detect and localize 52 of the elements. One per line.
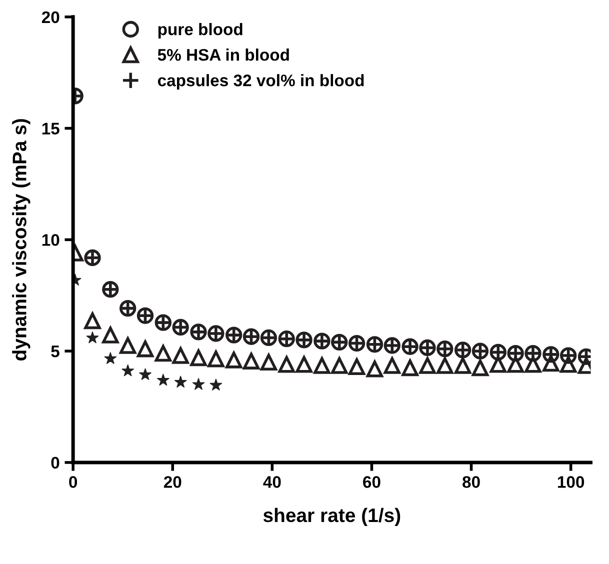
point	[331, 357, 348, 374]
point	[348, 358, 366, 376]
point	[190, 349, 207, 366]
point	[192, 378, 205, 390]
x-tick-label: 80	[462, 476, 480, 488]
point	[84, 312, 101, 330]
y-tick-label: 15	[42, 122, 60, 135]
point	[419, 357, 436, 374]
point	[490, 356, 506, 373]
legend-label: 5% HSA in blood	[158, 48, 289, 61]
point	[86, 331, 99, 344]
point	[156, 374, 170, 386]
point	[402, 359, 418, 376]
point	[242, 352, 260, 370]
x-tick-label: 60	[363, 476, 380, 488]
point	[174, 376, 187, 388]
point	[119, 337, 136, 354]
y-axis-title: dynamic viscosity (mPa s)	[12, 119, 30, 360]
point	[136, 340, 154, 358]
point	[384, 357, 400, 374]
point	[102, 326, 119, 344]
x-tick-label: 100	[558, 476, 584, 488]
point	[172, 347, 189, 364]
point	[226, 352, 242, 368]
point	[278, 356, 295, 373]
x-tick-label: 20	[164, 476, 182, 488]
point	[296, 356, 312, 373]
point	[507, 356, 524, 373]
y-tick-label: 0	[51, 456, 60, 469]
y-tick-label: 10	[42, 234, 60, 246]
point	[560, 356, 577, 373]
point	[208, 350, 224, 368]
point	[154, 344, 172, 362]
y-tick-label: 20	[42, 11, 60, 24]
point	[314, 357, 330, 374]
point	[472, 359, 489, 376]
point	[454, 357, 472, 374]
point	[436, 357, 454, 374]
point	[542, 355, 560, 372]
point	[366, 360, 384, 378]
legend-label: capsules 32 vol% in blood	[158, 74, 364, 90]
legend-label: pure blood	[158, 23, 242, 39]
point	[138, 368, 152, 380]
y-tick-label: 5	[51, 346, 60, 358]
point	[260, 354, 278, 371]
point	[524, 356, 542, 373]
point	[210, 378, 222, 391]
point	[104, 352, 117, 364]
x-axis-title: shear rate (1/s)	[263, 508, 400, 526]
x-tick-label: 40	[263, 476, 281, 488]
point	[122, 364, 134, 376]
x-tick-label: 0	[69, 476, 78, 488]
